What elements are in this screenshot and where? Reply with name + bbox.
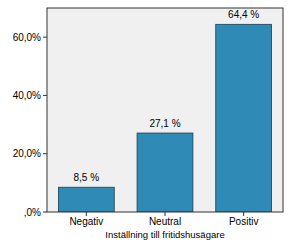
x-tick-label: Neutral [149, 216, 181, 227]
bar [137, 133, 193, 212]
y-tick-label: 60,0% [13, 32, 41, 43]
x-tick-label: Negativ [69, 216, 103, 227]
y-tick [43, 153, 47, 154]
plot-background [47, 8, 283, 212]
y-tick [43, 212, 47, 213]
bar [216, 24, 272, 212]
y-tick [43, 95, 47, 96]
y-tick-label: 20,0% [13, 148, 41, 159]
bars [58, 24, 271, 212]
chart: 8,5 % 27,1 % 64,4 % ,0% 20,0% 40,0% 60,0% Negat… [0, 0, 288, 244]
plot-frame [47, 8, 283, 212]
data-label: 27,1 % [149, 118, 180, 129]
y-tick [43, 37, 47, 38]
bar [58, 187, 114, 212]
y-tick-label: 40,0% [13, 90, 41, 101]
y-tick-label: ,0% [24, 207, 41, 218]
x-axis-label: Inställning till fritidshusägare [105, 229, 224, 240]
data-label: 64,4 % [228, 9, 259, 20]
data-label: 8,5 % [74, 172, 100, 183]
x-tick-label: Positiv [229, 216, 258, 227]
